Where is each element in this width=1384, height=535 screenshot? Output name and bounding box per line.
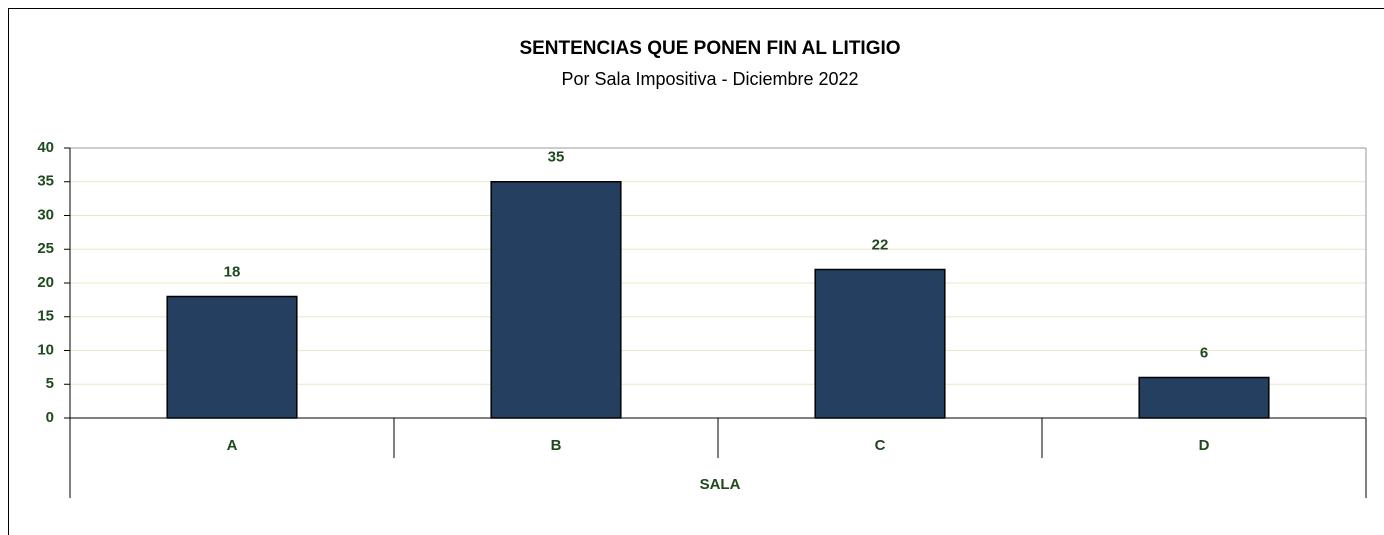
y-tick-label: 30 <box>37 206 54 223</box>
y-tick-label: 10 <box>37 341 54 358</box>
x-tick-label: B <box>551 437 562 454</box>
data-label: 6 <box>1200 344 1208 361</box>
x-tick-label: A <box>227 437 238 454</box>
y-tick-label: 25 <box>37 240 54 257</box>
chart-title: SENTENCIAS QUE PONEN FIN AL LITIGIO <box>519 38 900 59</box>
bar <box>1138 376 1270 419</box>
y-tick-label: 35 <box>37 173 54 190</box>
y-tick-label: 15 <box>37 308 54 325</box>
bar <box>490 181 622 419</box>
y-tick-label: 0 <box>46 409 54 426</box>
y-tick-label: 5 <box>46 375 54 392</box>
x-axis-label: SALA <box>700 476 741 493</box>
x-tick-label: D <box>1199 437 1210 454</box>
chart-subtitle: Por Sala Impositiva - Diciembre 2022 <box>561 69 858 89</box>
x-tick-label: C <box>875 437 886 454</box>
data-label: 22 <box>872 236 889 253</box>
data-label: 18 <box>224 263 241 280</box>
y-tick-label: 20 <box>37 274 54 291</box>
bar <box>166 295 298 419</box>
y-tick-label: 40 <box>37 139 54 156</box>
data-label: 35 <box>548 149 565 166</box>
bar <box>814 268 946 419</box>
